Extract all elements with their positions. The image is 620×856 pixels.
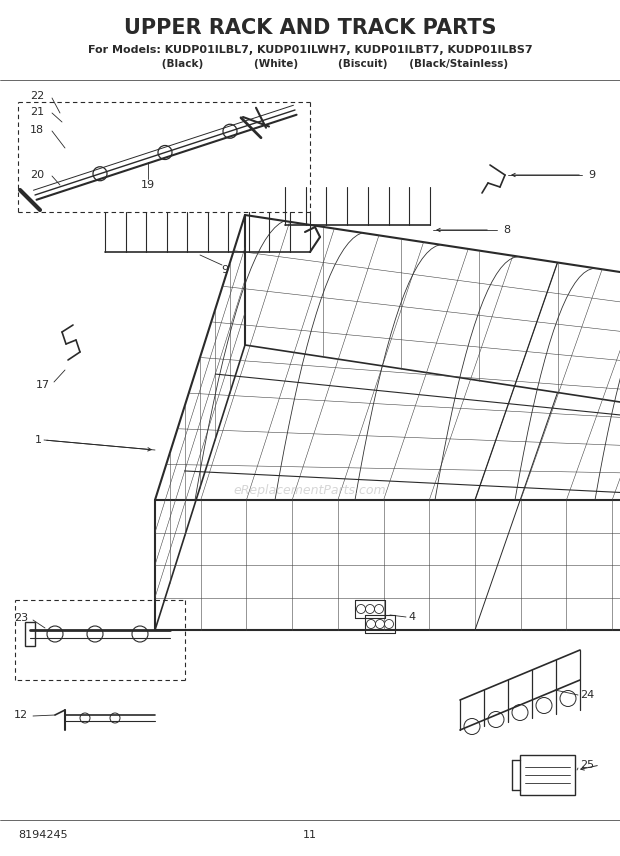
Text: 4: 4 xyxy=(408,612,415,622)
Text: 9: 9 xyxy=(588,170,595,180)
Text: 23: 23 xyxy=(14,613,28,623)
Text: 17: 17 xyxy=(36,380,50,390)
Text: 24: 24 xyxy=(580,690,594,700)
Text: For Models: KUDP01ILBL7, KUDP01ILWH7, KUDP01ILBT7, KUDP01ILBS7: For Models: KUDP01ILBL7, KUDP01ILWH7, KU… xyxy=(87,45,533,55)
Text: UPPER RACK AND TRACK PARTS: UPPER RACK AND TRACK PARTS xyxy=(124,18,496,38)
Text: 25: 25 xyxy=(580,760,594,770)
Text: 1: 1 xyxy=(35,435,42,445)
Text: 12: 12 xyxy=(14,710,28,720)
Text: 19: 19 xyxy=(141,180,155,190)
Text: 8: 8 xyxy=(503,225,510,235)
Text: (Black)              (White)           (Biscuit)      (Black/Stainless): (Black) (White) (Biscuit) (Black/Stainle… xyxy=(112,59,508,69)
Text: 9: 9 xyxy=(221,265,229,275)
Text: eReplacementParts.com: eReplacementParts.com xyxy=(234,484,386,496)
Text: 21: 21 xyxy=(30,107,44,117)
Text: 20: 20 xyxy=(30,170,44,180)
FancyBboxPatch shape xyxy=(25,622,35,646)
FancyBboxPatch shape xyxy=(520,755,575,795)
Text: 18: 18 xyxy=(30,125,44,135)
Text: 11: 11 xyxy=(303,830,317,840)
Text: 8194245: 8194245 xyxy=(18,830,68,840)
Text: 22: 22 xyxy=(30,91,44,101)
